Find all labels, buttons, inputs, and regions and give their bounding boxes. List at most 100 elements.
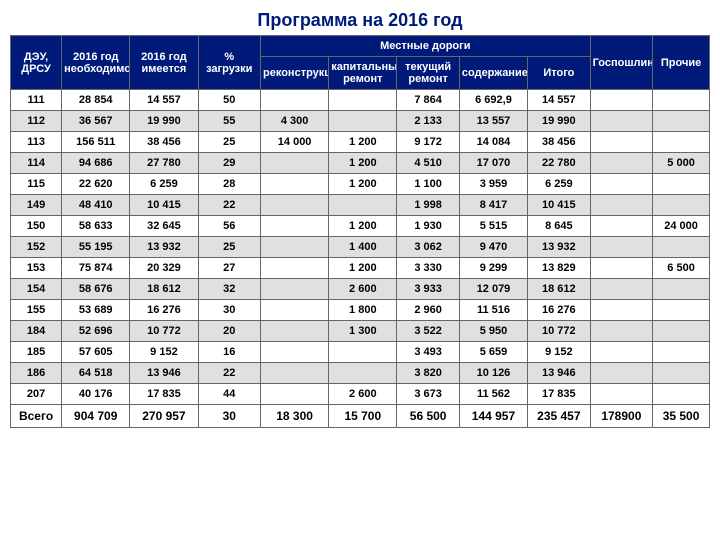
table-cell	[261, 279, 329, 300]
table-cell: 156 511	[62, 132, 130, 153]
table-cell: 17 835	[130, 384, 198, 405]
table-cell: 75 874	[62, 258, 130, 279]
table-cell: 2 960	[397, 300, 460, 321]
table-cell: 1 998	[397, 195, 460, 216]
table-cell: 154	[11, 279, 62, 300]
table-cell	[590, 321, 653, 342]
table-cell	[590, 237, 653, 258]
table-cell: 10 126	[459, 363, 527, 384]
table-row: 14948 41010 415221 9988 41710 415	[11, 195, 710, 216]
table-cell: 1 100	[397, 174, 460, 195]
table-cell: 29	[198, 153, 261, 174]
table-cell: 24 000	[653, 216, 710, 237]
table-cell: 6 259	[528, 174, 591, 195]
table-row: 18664 51813 946223 82010 12613 946	[11, 363, 710, 384]
table-cell: 13 946	[130, 363, 198, 384]
table-cell: 28 854	[62, 90, 130, 111]
total-cell: 270 957	[130, 405, 198, 428]
table-row: 15058 63332 645561 2001 9305 5158 64524 …	[11, 216, 710, 237]
total-cell: 235 457	[528, 405, 591, 428]
table-cell	[261, 300, 329, 321]
table-cell	[590, 258, 653, 279]
table-cell	[653, 111, 710, 132]
table-cell: 6 500	[653, 258, 710, 279]
table-cell: 4 510	[397, 153, 460, 174]
table-cell: 1 300	[329, 321, 397, 342]
table-cell	[261, 195, 329, 216]
table-cell: 17 070	[459, 153, 527, 174]
table-cell	[261, 342, 329, 363]
table-cell	[653, 384, 710, 405]
table-cell: 22 780	[528, 153, 591, 174]
table-cell	[653, 363, 710, 384]
table-cell: 10 415	[528, 195, 591, 216]
table-row: 15375 87420 329271 2003 3309 29913 8296 …	[11, 258, 710, 279]
table-cell: 19 990	[130, 111, 198, 132]
table-cell	[590, 342, 653, 363]
header-itogo: Итого	[528, 57, 591, 90]
table-cell: 55	[198, 111, 261, 132]
table-cell: 9 299	[459, 258, 527, 279]
table-cell: 13 932	[528, 237, 591, 258]
table-cell: 53 689	[62, 300, 130, 321]
table-cell: 6 259	[130, 174, 198, 195]
table-cell: 3 933	[397, 279, 460, 300]
table-cell	[261, 216, 329, 237]
table-cell: 28	[198, 174, 261, 195]
table-cell: 30	[198, 300, 261, 321]
header-need: 2016 год необходимо	[62, 36, 130, 90]
table-cell: 7 864	[397, 90, 460, 111]
table-cell: 40 176	[62, 384, 130, 405]
table-cell: 13 829	[528, 258, 591, 279]
table-cell: 3 493	[397, 342, 460, 363]
table-cell: 2 133	[397, 111, 460, 132]
table-row: 15255 19513 932251 4003 0629 47013 932	[11, 237, 710, 258]
page-title: Программа на 2016 год	[10, 10, 710, 31]
table-cell: 184	[11, 321, 62, 342]
table-cell: 186	[11, 363, 62, 384]
table-body: 11128 85414 557507 8646 692,914 55711236…	[11, 90, 710, 405]
table-cell	[261, 237, 329, 258]
table-cell: 20 329	[130, 258, 198, 279]
table-cell: 4 300	[261, 111, 329, 132]
table-row: 11236 56719 990554 3002 13313 55719 990	[11, 111, 710, 132]
table-row: 18557 6059 152163 4935 6599 152	[11, 342, 710, 363]
total-label: Всего	[11, 405, 62, 428]
table-cell: 207	[11, 384, 62, 405]
table-cell: 3 820	[397, 363, 460, 384]
table-cell: 22	[198, 363, 261, 384]
table-cell	[590, 153, 653, 174]
table-cell: 10 772	[528, 321, 591, 342]
program-table: ДЭУ, ДРСУ 2016 год необходимо 2016 год и…	[10, 35, 710, 428]
table-cell: 17 835	[528, 384, 591, 405]
totals-row: Всего 904 709 270 957 30 18 300 15 700 5…	[11, 405, 710, 428]
table-cell	[329, 111, 397, 132]
table-row: 11522 6206 259281 2001 1003 9596 259	[11, 174, 710, 195]
table-cell	[590, 111, 653, 132]
total-cell: 35 500	[653, 405, 710, 428]
table-cell: 38 456	[528, 132, 591, 153]
table-cell: 2 600	[329, 384, 397, 405]
table-cell: 58 633	[62, 216, 130, 237]
table-cell: 32 645	[130, 216, 198, 237]
table-cell	[261, 174, 329, 195]
table-cell: 16	[198, 342, 261, 363]
table-cell: 10 415	[130, 195, 198, 216]
table-cell	[653, 237, 710, 258]
header-deu: ДЭУ, ДРСУ	[11, 36, 62, 90]
table-cell: 5 000	[653, 153, 710, 174]
table-cell: 14 084	[459, 132, 527, 153]
table-cell: 114	[11, 153, 62, 174]
table-cell: 8 417	[459, 195, 527, 216]
table-cell	[590, 300, 653, 321]
table-cell	[653, 195, 710, 216]
table-cell: 25	[198, 132, 261, 153]
table-cell: 2 600	[329, 279, 397, 300]
table-cell: 3 522	[397, 321, 460, 342]
table-cell: 6 692,9	[459, 90, 527, 111]
table-cell: 1 930	[397, 216, 460, 237]
table-cell: 1 200	[329, 153, 397, 174]
table-cell: 155	[11, 300, 62, 321]
table-cell: 36 567	[62, 111, 130, 132]
table-cell	[329, 342, 397, 363]
